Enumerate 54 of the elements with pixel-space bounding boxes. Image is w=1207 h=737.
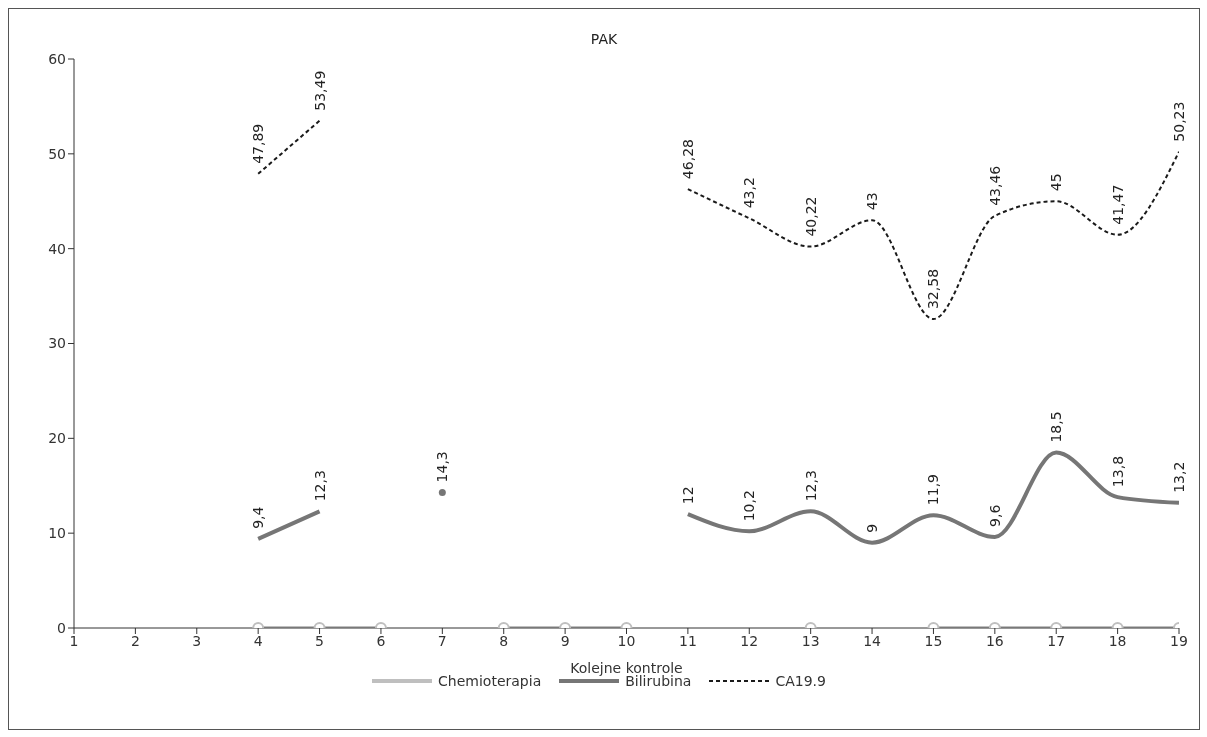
x-tick-label: 13 — [801, 632, 820, 649]
y-tick-label: 30 — [48, 335, 66, 352]
data-label: 46,28 — [679, 139, 696, 180]
legend-label: Bilirubina — [624, 673, 692, 689]
data-label: 12,3 — [802, 470, 819, 502]
x-tick-label: 1 — [69, 632, 79, 649]
data-label: 14,3 — [434, 451, 451, 483]
x-tick-label: 5 — [315, 632, 325, 649]
data-label: 43,2 — [741, 177, 758, 209]
data-label: 9 — [864, 523, 881, 533]
data-label: 41,47 — [1109, 184, 1126, 225]
x-tick-label: 8 — [499, 632, 509, 649]
data-label: 12 — [679, 486, 696, 505]
x-tick-label: 9 — [560, 632, 570, 649]
x-tick-label: 14 — [863, 632, 882, 649]
chart-title: PAK — [589, 31, 619, 47]
y-tick-label: 20 — [48, 430, 66, 447]
legend-label: Chemioterapia — [437, 673, 542, 689]
y-tick-label: 10 — [48, 525, 66, 542]
y-tick-label: 0 — [57, 619, 66, 636]
x-tick-label: 15 — [924, 632, 943, 649]
y-tick-label: 40 — [48, 240, 66, 257]
x-tick-label: 3 — [192, 632, 202, 649]
data-label: 50,23 — [1171, 101, 1187, 142]
data-label: 53,49 — [311, 70, 328, 111]
data-label: 32,58 — [925, 268, 942, 310]
x-tick-label: 10 — [617, 632, 636, 649]
x-tick-label: 7 — [437, 632, 447, 649]
x-tick-label: 18 — [1108, 632, 1127, 649]
x-tick-label: 6 — [376, 632, 386, 649]
y-tick-label: 50 — [48, 145, 66, 162]
data-label: 47,89 — [250, 123, 267, 164]
data-label: 11,9 — [925, 473, 942, 506]
x-axis-title: Kolejne kontrole — [570, 660, 683, 676]
data-label: 10,2 — [741, 490, 758, 522]
x-tick-label: 17 — [1047, 632, 1066, 649]
data-label: 40,22 — [802, 196, 819, 237]
x-tick-label: 19 — [1170, 632, 1188, 649]
data-label: 13,8 — [1109, 455, 1126, 488]
data-label: 9,4 — [250, 506, 267, 529]
x-tick-label: 4 — [253, 632, 263, 649]
data-label: 18,5 — [1048, 411, 1065, 443]
legend-label: CA19.9 — [774, 673, 826, 689]
x-tick-label: 16 — [985, 632, 1004, 649]
x-tick-label: 12 — [740, 632, 759, 649]
data-label: 43 — [864, 192, 881, 211]
x-tick-label: 11 — [678, 632, 697, 649]
data-label: 12,3 — [311, 470, 328, 502]
data-label: 13,2 — [1171, 461, 1187, 493]
data-label: 9,6 — [986, 504, 1003, 527]
data-label: 43,46 — [986, 165, 1003, 206]
y-tick-label: 60 — [48, 50, 66, 67]
data-label: 45 — [1048, 173, 1065, 192]
x-tick-label: 2 — [130, 632, 140, 649]
